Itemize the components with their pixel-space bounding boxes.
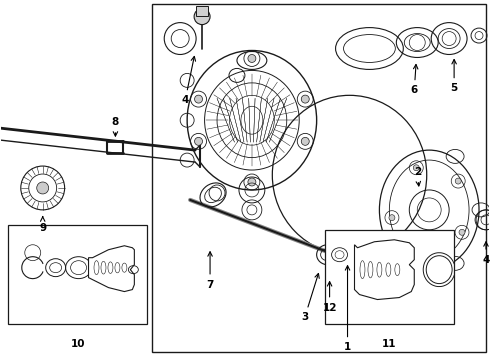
- Text: 9: 9: [39, 217, 46, 233]
- Polygon shape: [89, 246, 134, 292]
- Text: 5: 5: [450, 59, 458, 93]
- Text: 8: 8: [112, 117, 119, 136]
- Bar: [324, 230, 454, 324]
- Bar: [196, 6, 208, 15]
- Circle shape: [194, 9, 210, 24]
- Text: 4: 4: [181, 57, 196, 105]
- Circle shape: [248, 178, 256, 186]
- Text: 12: 12: [322, 282, 337, 312]
- Circle shape: [195, 138, 202, 145]
- Circle shape: [301, 95, 309, 103]
- Circle shape: [389, 215, 395, 221]
- Text: 7: 7: [206, 252, 214, 289]
- Bar: [152, 4, 486, 352]
- Text: 1: 1: [344, 266, 351, 352]
- Text: 4: 4: [482, 242, 490, 265]
- Circle shape: [413, 249, 419, 255]
- Circle shape: [413, 165, 419, 171]
- Circle shape: [195, 95, 202, 103]
- Polygon shape: [354, 240, 414, 300]
- Text: 2: 2: [414, 167, 421, 186]
- Text: 10: 10: [71, 339, 85, 349]
- Text: 3: 3: [301, 274, 319, 323]
- Circle shape: [248, 54, 256, 62]
- Circle shape: [301, 138, 309, 145]
- Text: 6: 6: [411, 64, 418, 95]
- Circle shape: [37, 182, 49, 194]
- Circle shape: [459, 229, 465, 235]
- Text: 11: 11: [382, 339, 396, 349]
- Bar: [8, 225, 147, 324]
- Circle shape: [455, 178, 461, 184]
